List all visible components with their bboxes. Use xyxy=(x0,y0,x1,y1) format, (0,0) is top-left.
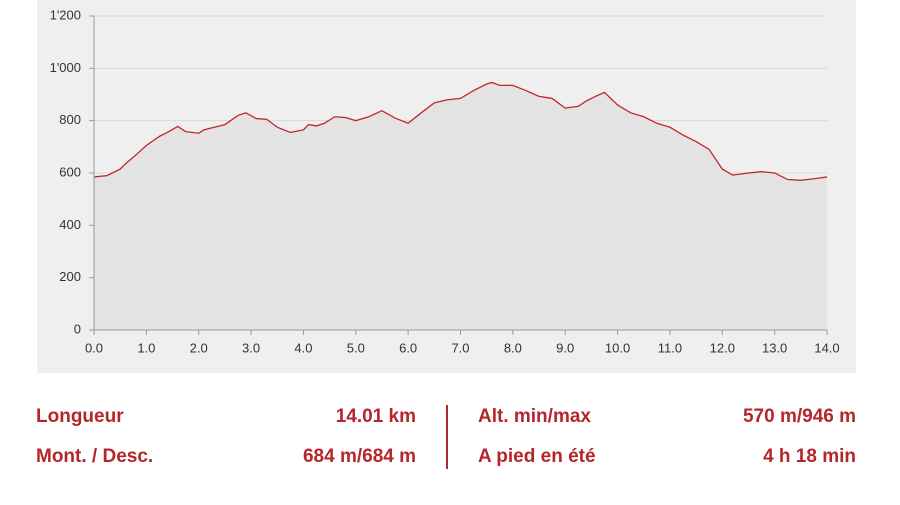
y-tick-label: 400 xyxy=(59,217,81,232)
x-tick-label: 12.0 xyxy=(710,340,735,355)
x-tick-label: 2.0 xyxy=(190,340,208,355)
elevation-line xyxy=(93,81,828,181)
area-fill xyxy=(94,82,827,330)
x-tick-label: 9.0 xyxy=(556,340,574,355)
stat-label: Longueur xyxy=(36,406,124,427)
y-tick-label: 800 xyxy=(59,112,81,127)
x-tick-label: 4.0 xyxy=(294,340,312,355)
x-tick-label: 5.0 xyxy=(347,340,365,355)
stat-value: 4 h 18 min xyxy=(763,446,856,467)
x-tick-label: 13.0 xyxy=(762,340,787,355)
x-tick-label: 11.0 xyxy=(658,340,682,355)
y-tick-label: 200 xyxy=(59,269,81,284)
y-tick-label: 1'200 xyxy=(50,7,81,22)
y-tick-label: 0 xyxy=(74,321,81,336)
chart: 0 200 400 600 800 1'000 1'200 0.0 1.0 2.0 3.0 4.0 5.… xyxy=(37,0,856,373)
stat-value: 570 m/946 m xyxy=(742,406,856,427)
stat-label: Alt. min/max xyxy=(478,406,591,427)
stat-value: 14.01 km xyxy=(335,406,416,427)
x-tick-label: 7.0 xyxy=(451,340,469,355)
stat-label: Mont. / Desc. xyxy=(36,446,154,467)
x-tick-label: 8.0 xyxy=(504,340,522,355)
x-tick-label: 6.0 xyxy=(399,340,417,355)
y-tick-label: 1'000 xyxy=(50,60,81,75)
divider xyxy=(446,405,448,469)
x-tick-label: 10.0 xyxy=(605,340,630,355)
stat-label: A pied en été xyxy=(478,446,596,467)
x-tick-label: 3.0 xyxy=(242,340,260,355)
x-tick-label: 0.0 xyxy=(85,340,103,355)
x-tick-label: 1.0 xyxy=(137,340,155,355)
x-tick-label: 14.0 xyxy=(814,340,839,355)
y-tick-label: 600 xyxy=(59,164,81,179)
stat-value: 684 m/684 m xyxy=(302,446,416,467)
